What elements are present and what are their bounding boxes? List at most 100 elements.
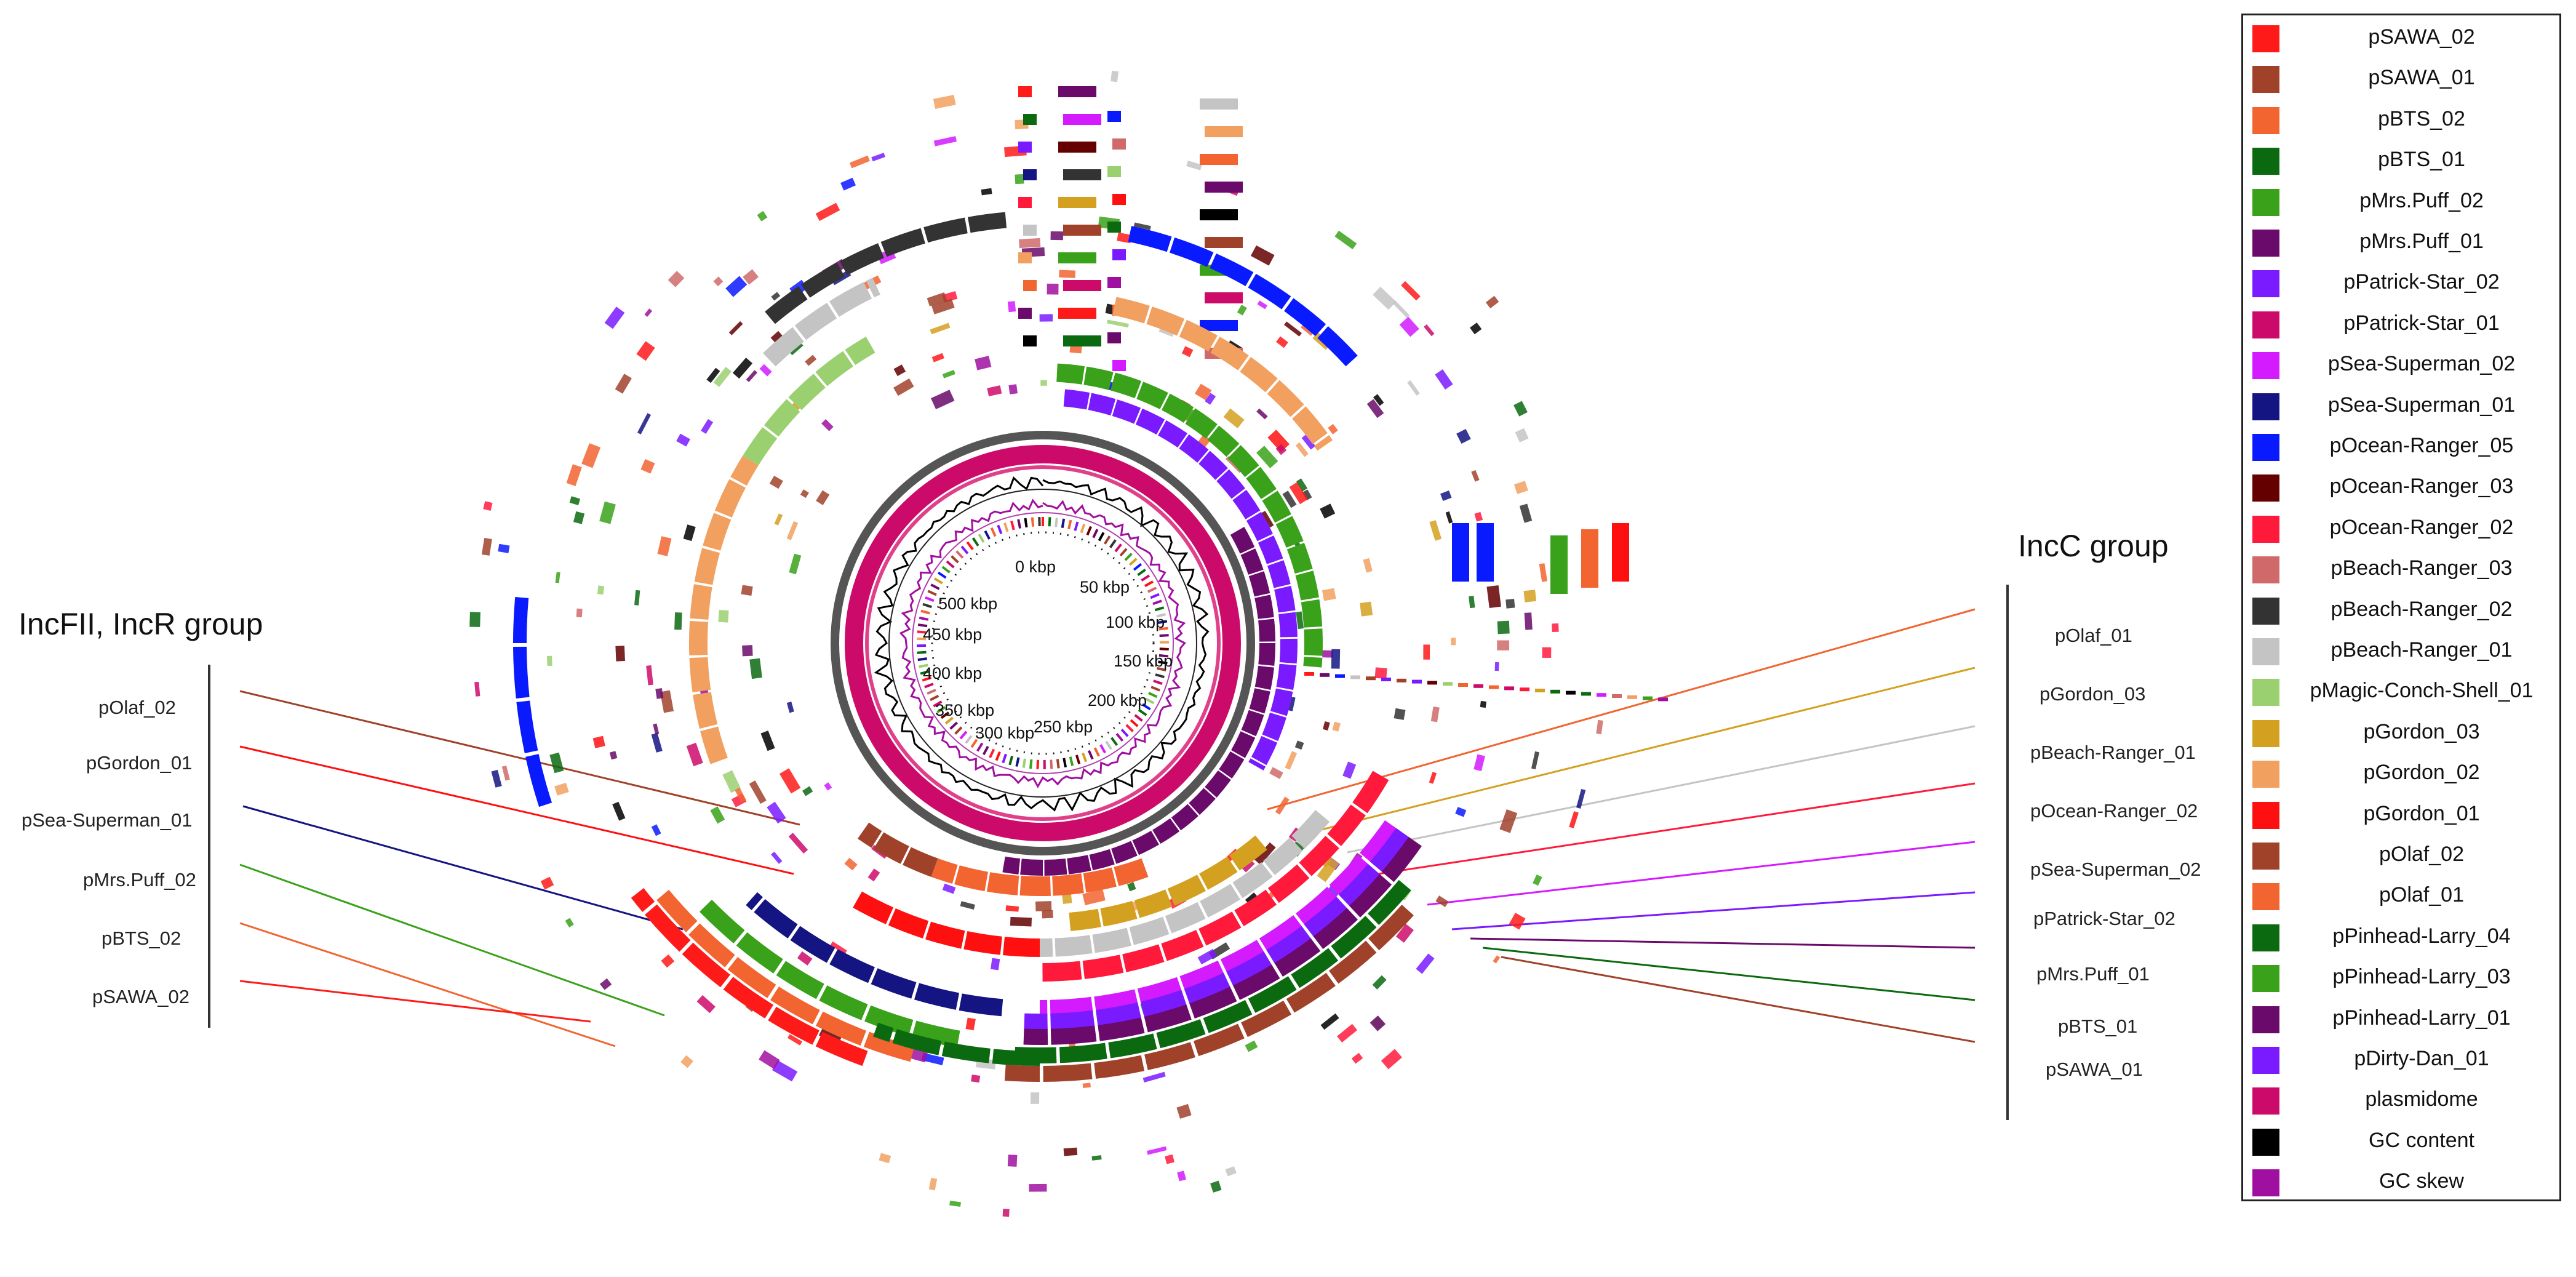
ring-pinhead-larry-03 bbox=[1136, 382, 1168, 410]
gene-mark bbox=[933, 700, 943, 708]
ring-dirty-dan-01 bbox=[1158, 420, 1188, 448]
gene-mark bbox=[1156, 613, 1166, 618]
ring-pinhead-larry-01 bbox=[1020, 859, 1043, 876]
legend-item: pSea-Superman_02 bbox=[2243, 342, 2563, 383]
alignment-block bbox=[1320, 503, 1336, 519]
group-label: pOcean-Ranger_02 bbox=[2030, 800, 2198, 822]
ring-pinhead-larry-03 bbox=[1246, 466, 1277, 500]
alignment-block bbox=[1142, 1071, 1166, 1083]
ring-psea-superman-01 bbox=[871, 968, 917, 999]
legend-swatch bbox=[2252, 434, 2279, 461]
alignment-block bbox=[981, 188, 992, 196]
ring-pmrs-puff-02 bbox=[776, 961, 824, 999]
alignment-block bbox=[1504, 686, 1514, 691]
gene-mark bbox=[919, 616, 929, 621]
alignment-block bbox=[1063, 169, 1101, 180]
legend-swatch bbox=[2252, 311, 2279, 338]
alignment-block bbox=[760, 731, 775, 751]
ring-dirty-dan-01 bbox=[1216, 469, 1245, 499]
alignment-block bbox=[1018, 142, 1032, 153]
ring-pbeach-ranger-01 bbox=[1055, 935, 1093, 957]
alignment-block bbox=[772, 1060, 798, 1082]
alignment-block bbox=[1322, 650, 1333, 658]
gene-mark bbox=[1111, 737, 1119, 747]
ring-psawa-02 bbox=[815, 1031, 868, 1067]
alignment-block bbox=[975, 356, 992, 370]
alignment-block bbox=[1301, 434, 1316, 450]
alignment-block bbox=[1007, 1155, 1018, 1167]
gene-mark bbox=[917, 623, 928, 628]
gene-mark bbox=[1144, 580, 1154, 588]
ring-pbeach-ranger-01 bbox=[1129, 916, 1170, 945]
alignment-block bbox=[735, 787, 746, 803]
plasmidome-ring bbox=[845, 445, 1241, 841]
ring-psea-superman-01 bbox=[959, 993, 1003, 1017]
group-label: pPatrick-Star_02 bbox=[2033, 908, 2175, 929]
ring-psea-superman-02 bbox=[1220, 940, 1267, 976]
alignment-block bbox=[1381, 678, 1391, 681]
ring-pinhead-larry-01 bbox=[1258, 618, 1275, 642]
kbp-tick-label: 250 kbp bbox=[1034, 718, 1093, 736]
alignment-block bbox=[1023, 280, 1037, 291]
connector-pSea-Superman_01 bbox=[242, 805, 684, 931]
gene-mark bbox=[917, 651, 927, 654]
gene-mark bbox=[1115, 732, 1124, 742]
scattered-blocks bbox=[469, 70, 1668, 1217]
legend-item: pBTS_01 bbox=[2243, 138, 2563, 178]
ring-pinhead-larry-01 bbox=[1248, 571, 1270, 597]
ring-pmrs-puff-02 bbox=[911, 1020, 960, 1048]
gene-mark bbox=[1141, 574, 1150, 582]
ring-pgordon-01 bbox=[888, 908, 929, 939]
alignment-block bbox=[1061, 892, 1072, 904]
ring-beach-ranger-01-top bbox=[762, 327, 804, 367]
alignment-block bbox=[1200, 320, 1238, 331]
legend-swatch bbox=[2252, 148, 2279, 175]
legend-swatch bbox=[2252, 25, 2279, 52]
alignment-block bbox=[634, 590, 640, 606]
gene-mark bbox=[1134, 714, 1143, 722]
gene-mark bbox=[1159, 634, 1169, 638]
legend-label: pPinhead-Larry_04 bbox=[2332, 924, 2511, 948]
legend-label: pGordon_03 bbox=[2363, 719, 2480, 743]
ring-dirty-dan-01 bbox=[1063, 389, 1090, 410]
legend-item: pPatrick-Star_02 bbox=[2243, 260, 2563, 301]
ring-pinhead-larry-01 bbox=[1240, 548, 1264, 575]
connector-pBTS_01 bbox=[1482, 947, 1976, 1001]
alignment-block bbox=[1039, 314, 1053, 322]
ring-psea-superman-02 bbox=[1295, 886, 1340, 929]
alignment-block bbox=[1363, 558, 1373, 573]
alignment-block bbox=[1366, 676, 1376, 681]
alignment-block bbox=[615, 374, 632, 394]
gene-mark bbox=[1130, 719, 1139, 727]
alignment-block bbox=[1497, 620, 1510, 634]
gene-mark bbox=[971, 537, 979, 546]
legend-swatch bbox=[2252, 270, 2279, 298]
ring-dirty-dan-01 bbox=[1179, 434, 1209, 463]
alignment-block bbox=[1165, 1154, 1174, 1164]
alignment-block bbox=[1107, 111, 1121, 122]
alignment-block bbox=[743, 269, 759, 285]
left-group-title: IncFII, IncR group bbox=[18, 607, 263, 641]
ring-dirty-dan-01 bbox=[1248, 758, 1266, 771]
gene-mark bbox=[1124, 553, 1133, 561]
ring-pocean-ranger-02 bbox=[1161, 929, 1204, 961]
alignment-block bbox=[1050, 231, 1064, 241]
ring-gordon-02-top bbox=[1240, 356, 1278, 393]
alignment-block bbox=[1596, 719, 1603, 735]
alignment-block bbox=[1581, 529, 1598, 588]
alignment-block bbox=[1474, 511, 1483, 522]
alignment-block bbox=[1351, 1052, 1363, 1064]
ring-gordon-02-left bbox=[714, 479, 746, 518]
ring-pinhead-larry-01 bbox=[1231, 731, 1256, 758]
alignment-block bbox=[1205, 292, 1243, 303]
alignment-block bbox=[1029, 1183, 1047, 1192]
gene-mark bbox=[1067, 519, 1072, 530]
alignment-block bbox=[1360, 601, 1373, 617]
legend-label: pSAWA_01 bbox=[2368, 66, 2475, 90]
alignment-block bbox=[1427, 681, 1437, 685]
alignment-block bbox=[1499, 809, 1518, 833]
alignment-block bbox=[867, 868, 880, 882]
inner-rings bbox=[831, 431, 1255, 855]
alignment-block bbox=[1332, 721, 1341, 732]
alignment-block bbox=[788, 833, 808, 854]
